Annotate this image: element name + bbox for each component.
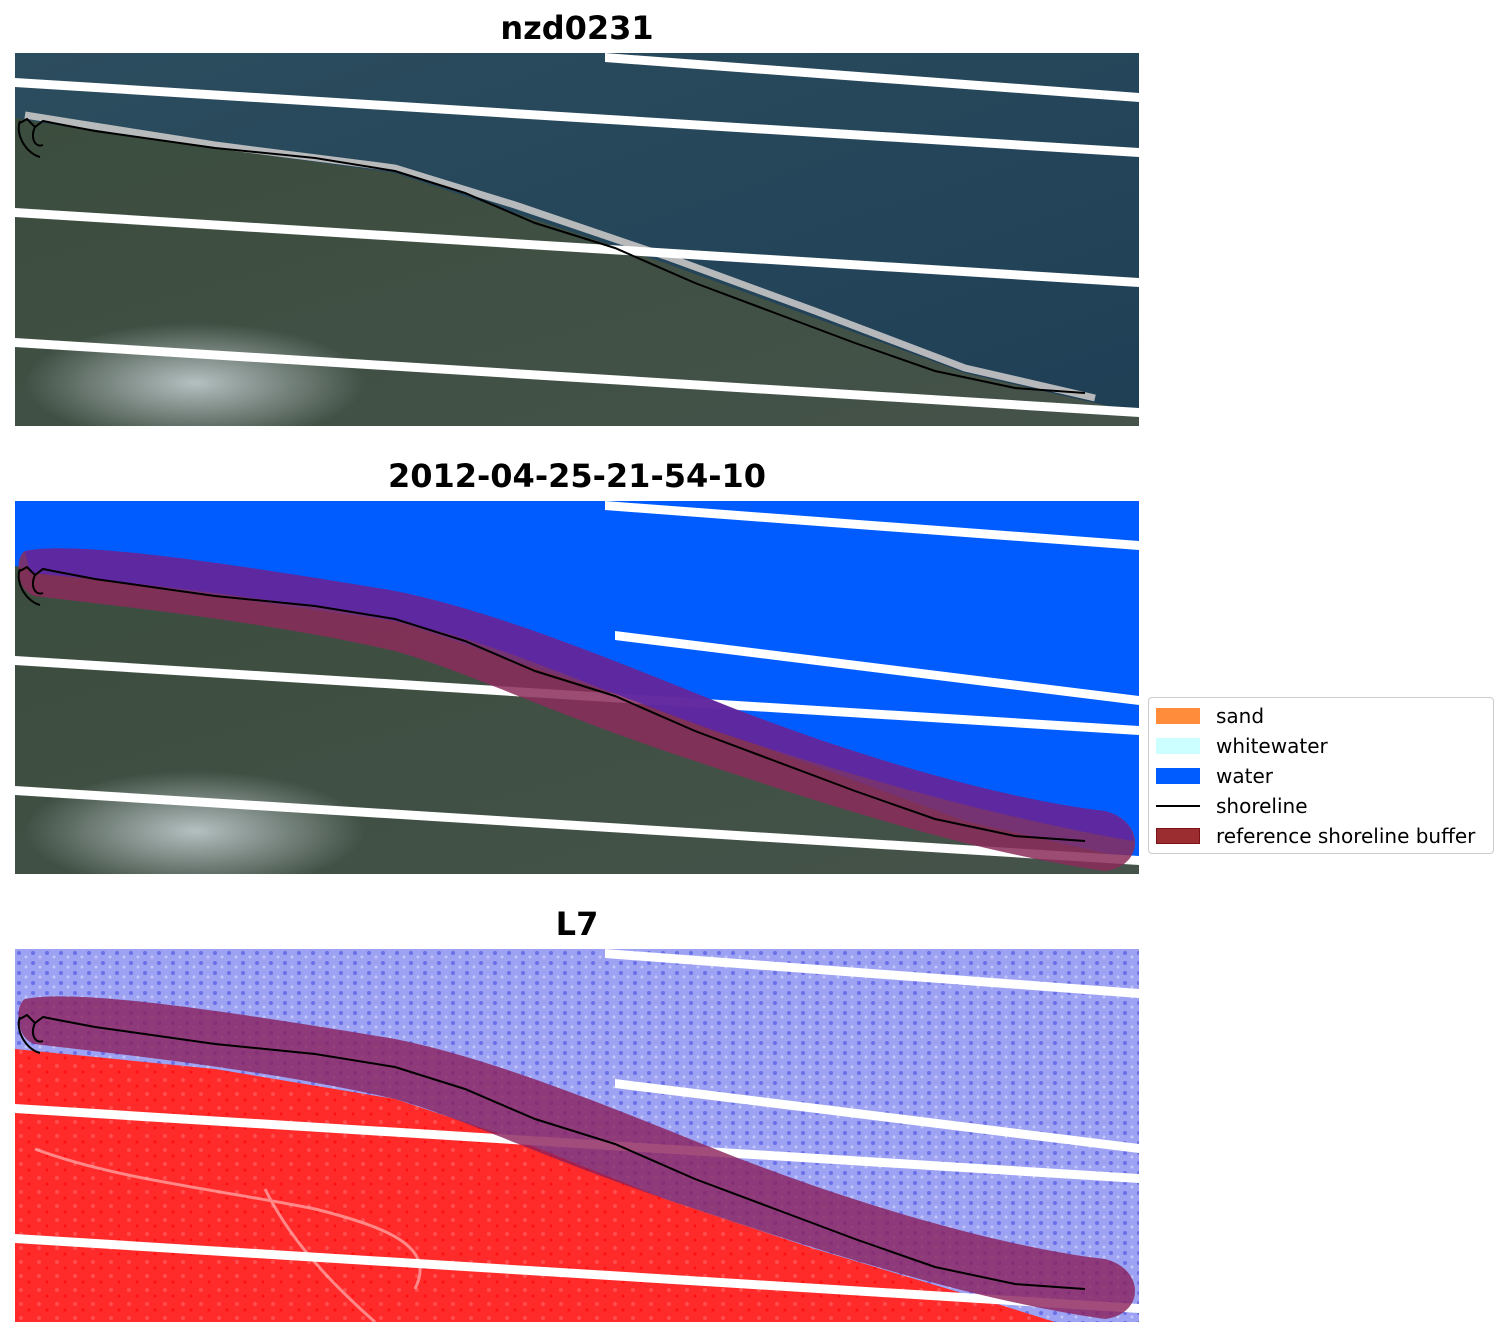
panel-title-classified: 2012-04-25-21-54-10 [387,457,767,495]
legend-label: reference shoreline buffer [1216,824,1476,848]
river-mouth [17,120,44,158]
panel-title-index: L7 [555,905,599,943]
whitewater-swatch [1156,738,1200,754]
legend-label: shoreline [1216,794,1308,818]
classified-image-panel [15,501,1139,874]
water-swatch [1156,768,1200,784]
legend-label: water [1216,764,1273,788]
buffer-swatch [1156,828,1200,844]
panel-title-rgb: nzd0231 [500,9,654,47]
index-image-panel [15,949,1139,1322]
legend-label: whitewater [1216,734,1328,758]
shoreline-line [19,1013,1086,1290]
shoreline-swatch [1156,805,1200,807]
river-mouth [17,1016,44,1054]
buffer-water-overlap [25,548,1134,841]
scan-line-gaps [15,53,1139,417]
shoreline-line [19,565,1086,842]
surf-zone [24,111,1096,402]
river-trace [34,1147,422,1322]
shoreline-line [19,117,1086,394]
legend-label: sand [1216,704,1265,728]
river-mouth [17,568,44,606]
sand-swatch [1156,708,1200,724]
rgb-image-panel [15,53,1139,426]
legend: sand whitewater water shoreline referenc… [1148,697,1494,854]
